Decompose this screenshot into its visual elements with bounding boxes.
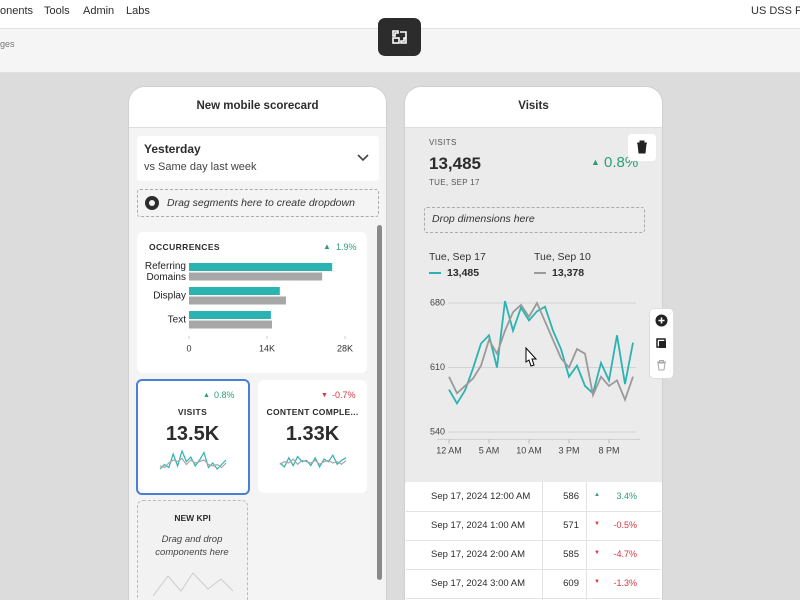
kpi-value: 1.33K: [285, 423, 340, 445]
delete-button[interactable]: [628, 134, 656, 161]
row-date: Sep 17, 2024 1:00 AM: [431, 520, 526, 531]
legend-value: 13,485: [447, 267, 480, 279]
segment-drop-zone[interactable]: [137, 189, 379, 217]
segment-drop-text: Drag segments here to create dropdown: [167, 197, 355, 209]
column-divider: [542, 482, 543, 600]
table-row: [406, 482, 661, 512]
up-arrow: ▲: [203, 392, 210, 399]
column-divider: [586, 482, 587, 600]
up-arrow: ▲: [591, 157, 600, 167]
view-toggle-button[interactable]: [378, 18, 421, 56]
kpi-change: 0.8%: [214, 390, 235, 400]
table-row: [406, 540, 661, 570]
up-arrow: ▲: [594, 492, 600, 498]
kpi-change: -0.7%: [332, 390, 356, 400]
new-kpi-card[interactable]: [137, 500, 248, 600]
new-kpi-hint: Drag and drop components here: [155, 534, 229, 558]
toolbar-icons: [655, 314, 668, 371]
date-dropdown[interactable]: [137, 136, 379, 181]
card-title: OCCURRENCES: [149, 242, 220, 252]
table-row: [406, 511, 661, 541]
row-value: 585: [563, 549, 579, 560]
table-row: [406, 569, 661, 599]
kpi-value: 13.5K: [165, 423, 220, 445]
data-table: Sep 17, 2024 12:00 AM 586 ▲ 3.4% Sep 17, 202…: [406, 482, 661, 600]
kpi-card[interactable]: [258, 380, 367, 493]
kpi-card-selected[interactable]: [136, 379, 250, 495]
row-date: Sep 17, 2024 2:00 AM: [431, 549, 526, 560]
panel-header: [129, 87, 386, 128]
date-range: Yesterday: [144, 142, 201, 156]
row-value: 571: [563, 520, 579, 531]
dimension-drop-text: Drop dimensions here: [432, 213, 535, 225]
nav-item[interactable]: Admin: [83, 5, 115, 17]
legend-label: Tue, Sep 10: [534, 251, 591, 263]
category-label: Text: [167, 314, 186, 325]
org-name[interactable]: US DSS Plat: [751, 5, 800, 17]
row-change: 3.4%: [616, 491, 637, 501]
down-arrow: ▼: [594, 579, 600, 585]
row-change: -1.3%: [613, 578, 637, 588]
row-change: -4.7%: [613, 549, 637, 559]
down-arrow: ▼: [594, 521, 600, 527]
scrollbar[interactable]: [377, 225, 382, 580]
nav-item[interactable]: Tools: [44, 5, 70, 17]
comparison: vs Same day last week: [144, 161, 257, 173]
placeholder-sparkline: [153, 572, 233, 597]
action-toolbar: [650, 309, 673, 378]
metric-label: VISITS: [429, 138, 457, 147]
row-value: 586: [563, 491, 579, 502]
down-arrow: ▼: [321, 392, 328, 399]
segment-icon: [145, 196, 159, 210]
up-arrow: ▲: [323, 242, 331, 251]
category-label: Referring Domains: [144, 260, 186, 283]
row-change: -0.5%: [613, 520, 637, 530]
dimension-drop-zone[interactable]: [424, 207, 645, 233]
legend-label: Tue, Sep 17: [429, 251, 486, 263]
change: 1.9%: [336, 242, 357, 252]
category-label: Display: [153, 290, 186, 301]
metric-value: 13,485: [429, 154, 481, 173]
nav-item[interactable]: Labs: [126, 5, 150, 17]
kpi-label: VISITS: [177, 407, 208, 417]
nav-item[interactable]: onents: [0, 5, 34, 17]
legend-value: 13,378: [552, 267, 585, 279]
down-arrow: ▼: [594, 550, 600, 556]
row-date: Sep 17, 2024 12:00 AM: [431, 491, 531, 502]
panel-title: Visits: [518, 100, 549, 112]
row-value: 609: [563, 578, 579, 589]
row-date: Sep 17, 2024 3:00 AM: [431, 578, 526, 589]
toggle-icon: [392, 30, 407, 44]
breadcrumb[interactable]: ges: [0, 39, 15, 49]
new-kpi-label: NEW KPI: [174, 513, 211, 523]
metric-date: TUE, SEP 17: [429, 178, 480, 187]
trash-icon: [637, 140, 647, 154]
kpi-label: CONTENT COMPLE...: [266, 407, 359, 417]
panel-title: New mobile scorecard: [196, 100, 319, 112]
occurrences-card[interactable]: [137, 232, 367, 373]
chevron-icon: [357, 154, 369, 162]
